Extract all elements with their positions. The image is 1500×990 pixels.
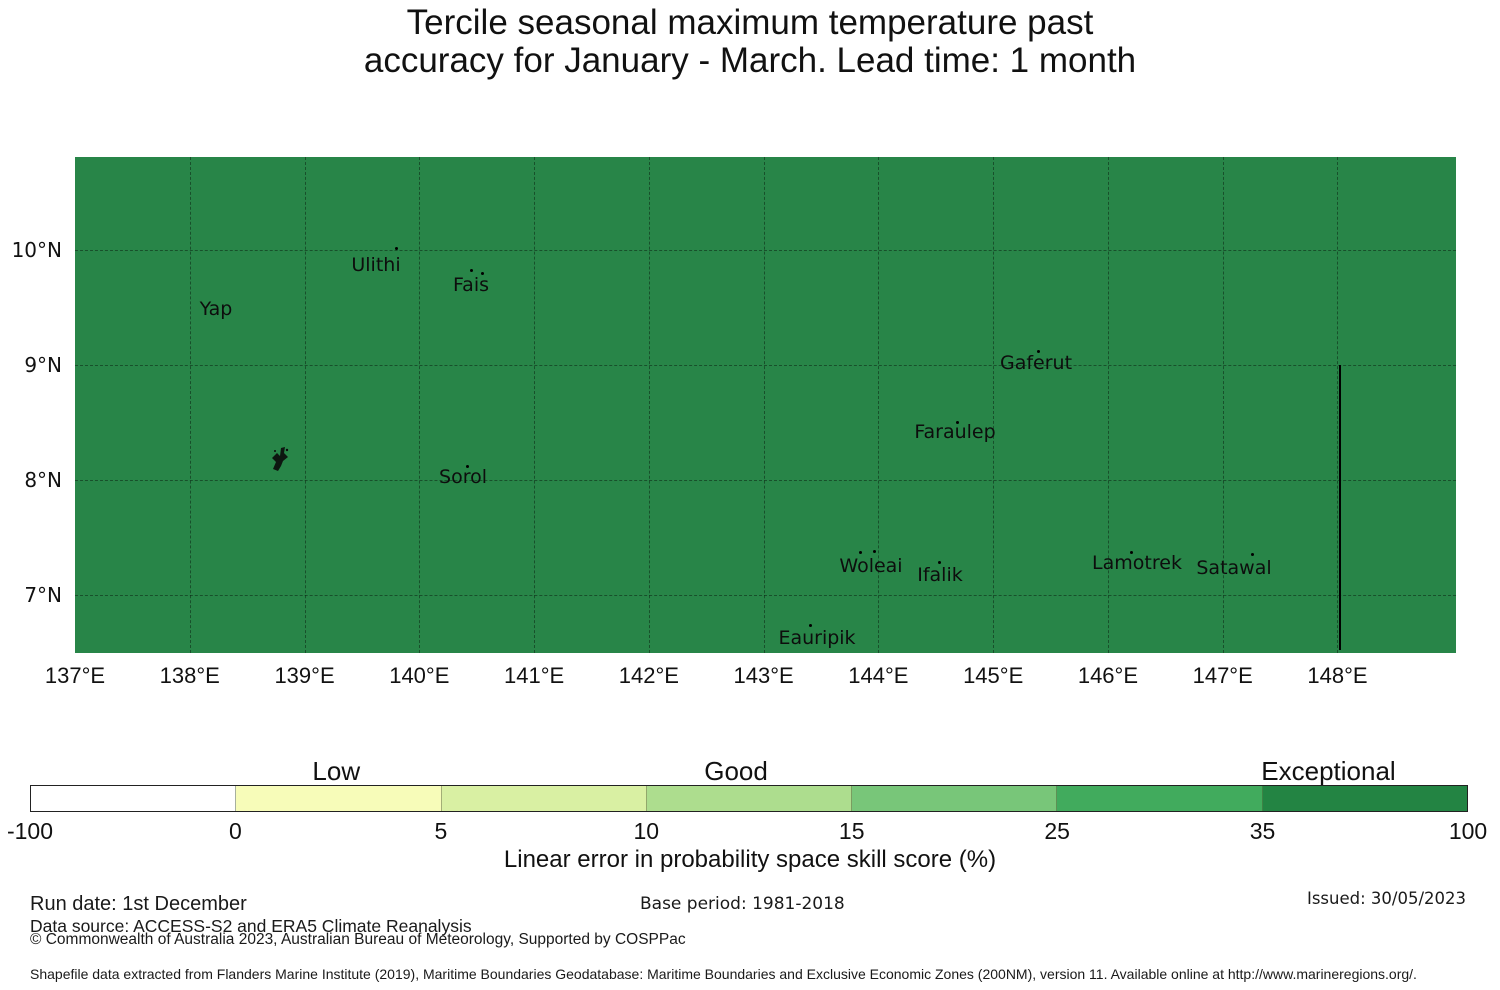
island-label-fais: Fais xyxy=(452,274,490,296)
colorbar xyxy=(30,785,1468,812)
map-gridline-vertical xyxy=(304,157,306,653)
island-marker-dot xyxy=(466,465,469,468)
map-gridline-horizontal xyxy=(75,479,1456,481)
map-gridline-vertical xyxy=(189,157,191,653)
x-axis-tick-label: 144°E xyxy=(848,663,909,688)
island-marker-dot xyxy=(956,421,959,424)
colorbar-tick-label: 35 xyxy=(1249,818,1276,844)
colorbar-tick-label: 0 xyxy=(229,818,242,844)
base-period-text: Base period: 1981-2018 xyxy=(640,894,845,914)
map-gridline-vertical xyxy=(878,157,880,653)
island-marker-dot xyxy=(1037,350,1040,353)
colorbar-category-label-good: Good xyxy=(704,756,768,786)
island-label-faraulep: Faraulep xyxy=(914,421,996,443)
x-axis-tick-label: 142°E xyxy=(618,663,679,688)
chart-title-line2: accuracy for January - March. Lead time:… xyxy=(363,41,1137,80)
map-gridline-horizontal xyxy=(75,365,1456,367)
x-axis-tick-label: 146°E xyxy=(1077,663,1139,688)
eez-boundary-line xyxy=(1339,365,1341,650)
island-marker-dot xyxy=(470,269,473,272)
x-axis-tick-label: 143°E xyxy=(733,663,794,688)
x-axis-tick-label: 141°E xyxy=(503,663,565,688)
y-axis-tick-label: 7°N xyxy=(24,582,62,607)
colorbar-segment-1 xyxy=(236,786,442,811)
island-marker-dot xyxy=(481,272,484,275)
island-marker-dot xyxy=(1130,551,1133,554)
island-label-woleai: Woleai xyxy=(839,555,903,577)
map-gridline-horizontal xyxy=(75,250,1456,252)
colorbar-segment-3 xyxy=(646,786,853,811)
x-axis-tick-label: 138°E xyxy=(159,663,220,688)
map-gridline-vertical xyxy=(763,157,765,653)
colorbar-segment-6 xyxy=(1262,786,1467,811)
island-label-ulithi: Ulithi xyxy=(351,254,401,276)
run-date-text: Run date: 1st December xyxy=(30,893,247,915)
colorbar-tick-label: 15 xyxy=(838,818,865,844)
y-axis-tick-label: 8°N xyxy=(24,467,62,492)
colorbar-segment-4 xyxy=(852,786,1058,811)
issued-date-text: Issued: 30/05/2023 xyxy=(1306,889,1466,908)
yap-island-shape xyxy=(272,447,289,471)
x-axis-tick-label: 139°E xyxy=(274,663,335,688)
island-label-gaferut: Gaferut xyxy=(999,352,1073,374)
chart-title-line1: Tercile seasonal maximum temperature pas… xyxy=(406,3,1094,42)
island-label-lamotrek: Lamotrek xyxy=(1092,552,1182,574)
island-marker-dot xyxy=(938,561,941,564)
colorbar-tick-label: -100 xyxy=(6,818,54,844)
map-gridline-vertical xyxy=(1107,157,1109,653)
island-marker-dot xyxy=(809,624,812,627)
x-axis-tick-label: 145°E xyxy=(963,663,1024,688)
x-axis-tick-label: 147°E xyxy=(1192,663,1253,688)
y-axis-tick-label: 10°N xyxy=(11,238,62,263)
data-source-text: Data source: ACCESS-S2 and ERA5 Climate … xyxy=(30,916,472,936)
island-label-yap: Yap xyxy=(199,298,233,320)
map-gridline-vertical xyxy=(1337,157,1339,653)
copyright-text: © Commonwealth of Australia 2023, Austra… xyxy=(30,931,686,948)
colorbar-tick-label: 10 xyxy=(633,818,660,844)
island-label-satawal: Satawal xyxy=(1196,557,1272,579)
map-gridline-vertical xyxy=(419,157,421,653)
chart-title: Tercile seasonal maximum temperature pas… xyxy=(0,4,1500,80)
x-axis-tick-label: 137°E xyxy=(44,663,106,688)
map-gridline-vertical xyxy=(1222,157,1224,653)
y-axis-tick-label: 9°N xyxy=(24,353,62,378)
colorbar-tick-label: 100 xyxy=(1448,818,1488,844)
colorbar-axis-label: Linear error in probability space skill … xyxy=(503,846,997,873)
colorbar-tick-label: 25 xyxy=(1044,818,1070,844)
island-label-sorol: Sorol xyxy=(439,466,487,488)
colorbar-segment-2 xyxy=(441,786,647,811)
island-marker-dot xyxy=(873,550,876,553)
map-plot-area: Yap Ulithi Fais Gaferut Faraulep Sorol Woleai I… xyxy=(75,157,1456,653)
island-marker-dot xyxy=(1251,553,1254,556)
island-label-ifalik: Ifalik xyxy=(917,564,963,586)
x-axis-tick-label: 140°E xyxy=(389,663,450,688)
island-marker-dot xyxy=(859,551,862,554)
map-gridline-vertical xyxy=(648,157,650,653)
colorbar-segment-0 xyxy=(31,786,237,811)
map-gridline-horizontal xyxy=(75,594,1456,596)
x-axis-tick-label: 148°E xyxy=(1307,663,1368,688)
island-label-eauripik: Eauripik xyxy=(778,627,856,649)
colorbar-segment-5 xyxy=(1057,786,1263,811)
map-gridline-vertical xyxy=(993,157,995,653)
island-marker-dot xyxy=(395,247,398,250)
shapefile-attribution-text: Shapefile data extracted from Flanders M… xyxy=(30,966,1417,982)
colorbar-category-label-low: Low xyxy=(312,756,361,786)
colorbar-category-label-exceptional: Exceptional xyxy=(1261,756,1396,786)
colorbar-tick-label: 5 xyxy=(434,818,448,844)
map-gridline-vertical xyxy=(534,157,536,653)
